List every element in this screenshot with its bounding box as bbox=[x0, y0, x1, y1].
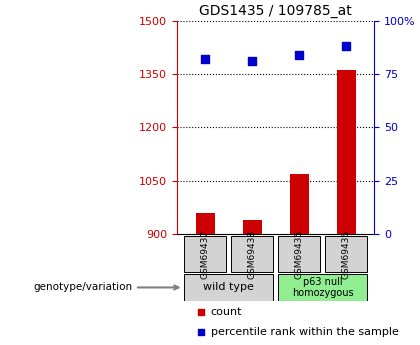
Point bbox=[202, 56, 208, 62]
Point bbox=[249, 58, 255, 64]
Point bbox=[296, 52, 302, 58]
Point bbox=[197, 329, 204, 335]
Text: percentile rank within the sample: percentile rank within the sample bbox=[210, 327, 399, 337]
Bar bbox=[337, 70, 356, 234]
FancyBboxPatch shape bbox=[231, 236, 273, 273]
Bar bbox=[196, 213, 215, 234]
FancyBboxPatch shape bbox=[278, 236, 320, 273]
Text: GSM69435: GSM69435 bbox=[295, 230, 304, 279]
Text: GSM69438: GSM69438 bbox=[248, 230, 257, 279]
FancyBboxPatch shape bbox=[184, 274, 273, 301]
Bar bbox=[243, 220, 262, 234]
Text: count: count bbox=[210, 307, 242, 317]
FancyBboxPatch shape bbox=[184, 236, 226, 273]
FancyBboxPatch shape bbox=[278, 274, 368, 301]
Text: GSM69436: GSM69436 bbox=[342, 230, 351, 279]
Bar bbox=[290, 174, 309, 234]
Text: p63 null
homozygous: p63 null homozygous bbox=[292, 277, 354, 298]
Point bbox=[197, 309, 204, 315]
Text: wild type: wild type bbox=[203, 283, 254, 293]
Text: genotype/variation: genotype/variation bbox=[33, 283, 178, 293]
Point bbox=[343, 43, 349, 49]
FancyBboxPatch shape bbox=[325, 236, 368, 273]
Title: GDS1435 / 109785_at: GDS1435 / 109785_at bbox=[200, 4, 352, 18]
Text: GSM69437: GSM69437 bbox=[201, 230, 210, 279]
